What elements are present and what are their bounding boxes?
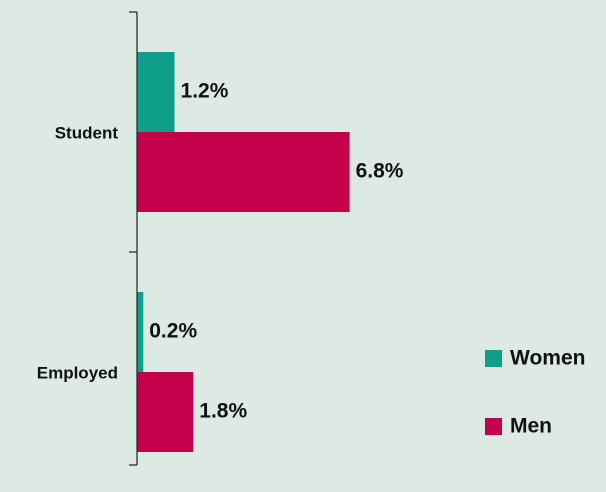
legend-swatch (485, 350, 502, 367)
bar (137, 132, 350, 212)
bar (137, 52, 175, 132)
category-label: Student (55, 123, 119, 142)
legend-swatch (485, 418, 502, 435)
legend-label: Men (510, 415, 552, 438)
value-label: 1.2% (181, 80, 229, 103)
category-label: Employed (37, 363, 118, 382)
value-label: 0.2% (149, 320, 197, 343)
legend-label: Women (510, 347, 585, 370)
bar (137, 372, 194, 452)
bar (137, 292, 144, 372)
value-label: 6.8% (356, 160, 404, 183)
value-label: 1.8% (199, 400, 247, 423)
